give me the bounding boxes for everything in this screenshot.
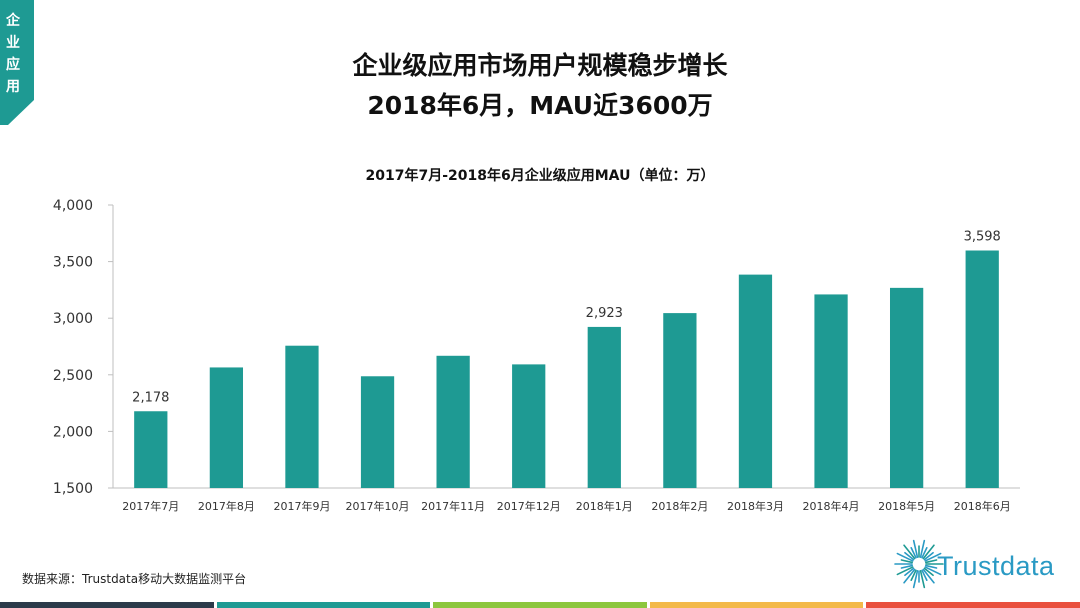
side-tab-char: 用 <box>6 79 20 95</box>
x-tick-label: 2017年12月 <box>497 499 561 513</box>
starburst-ray <box>924 552 942 562</box>
y-tick-label: 4,000 <box>53 198 93 214</box>
starburst-ray <box>924 566 942 576</box>
bar <box>209 367 244 488</box>
x-tick-label: 2018年4月 <box>803 499 860 513</box>
bar <box>663 313 697 488</box>
starburst-ray <box>910 546 917 559</box>
data-source-note: 数据来源：Trustdata移动大数据监测平台 <box>22 572 247 586</box>
side-tab-char: 企 <box>6 13 20 29</box>
trustdata-logo: Trustdata <box>893 537 1073 595</box>
starburst-ray <box>896 566 914 576</box>
starburst-ray <box>921 569 928 582</box>
bar <box>814 294 848 488</box>
bar <box>436 355 470 488</box>
starburst-ray <box>922 544 935 560</box>
bar-chart: 1,500 2,000 2,500 3,000 3,500 4,000 2017年7月 201… <box>53 198 1020 513</box>
x-tick-label: 2018年3月 <box>727 499 784 513</box>
bar <box>285 345 319 488</box>
data-label: 2,923 <box>586 306 623 321</box>
bar <box>587 326 621 488</box>
bar <box>889 287 924 488</box>
starburst-ray <box>925 564 938 569</box>
starburst-ray <box>896 552 914 562</box>
x-tick-label: 2018年5月 <box>878 499 935 513</box>
starburst-ray <box>900 564 913 569</box>
starburst-ray <box>904 567 915 577</box>
x-tick-label: 2017年7月 <box>122 499 179 513</box>
bar <box>738 274 773 488</box>
footer-color-bar <box>0 602 1080 608</box>
page-title: 企业级应用市场用户规模稳步增长 <box>352 51 728 80</box>
starburst-ray <box>922 568 935 584</box>
starburst-ray <box>900 559 913 564</box>
x-tick-label: 2017年10月 <box>346 499 410 513</box>
logo-text: Trustdata <box>937 551 1055 581</box>
y-tick-label: 1,500 <box>53 481 93 497</box>
y-tick-label: 3,000 <box>53 311 93 327</box>
starburst-ray <box>910 569 917 582</box>
chart-title: 2017年7月-2018年6月企业级应用MAU（单位：万） <box>365 168 715 184</box>
side-tab-shape <box>0 0 34 125</box>
starburst-icon <box>894 539 944 589</box>
bar <box>134 411 168 488</box>
data-label: 2,178 <box>132 390 169 405</box>
starburst-ray <box>925 559 938 564</box>
footer-segment <box>0 602 214 608</box>
starburst-ray <box>903 568 916 584</box>
x-tick-label: 2018年6月 <box>954 499 1011 513</box>
side-tab-label: 企 业 应 用 <box>0 10 26 98</box>
footer-segment <box>433 602 647 608</box>
starburst-ray <box>904 551 915 561</box>
starburst-ray <box>921 546 928 559</box>
x-tick-label: 2018年1月 <box>576 499 633 513</box>
x-tick-label: 2017年8月 <box>198 499 255 513</box>
y-tick-label: 2,500 <box>53 368 93 384</box>
footer-segment <box>866 602 1080 608</box>
y-tick-label: 2,000 <box>53 424 93 440</box>
x-tick-label: 2017年9月 <box>273 499 330 513</box>
footer-segment <box>216 602 431 608</box>
y-tick-label: 3,500 <box>53 255 93 271</box>
x-tick-label: 2018年2月 <box>651 499 708 513</box>
bar <box>965 250 999 488</box>
data-label: 3,598 <box>964 230 1001 245</box>
footer-segment <box>649 602 864 608</box>
starburst-ray <box>923 551 934 561</box>
page-subtitle: 2018年6月，MAU近3600万 <box>367 91 713 120</box>
side-tab-char: 业 <box>6 35 20 51</box>
starburst-ray <box>919 570 926 589</box>
starburst-ray <box>912 570 919 589</box>
bar <box>512 364 546 488</box>
starburst-ray <box>903 544 916 560</box>
x-tick-label: 2017年11月 <box>421 499 485 513</box>
starburst-ray <box>919 539 926 558</box>
side-tab: 企 业 应 用 <box>0 0 34 125</box>
bar <box>360 376 395 488</box>
starburst-ray <box>923 567 934 577</box>
starburst-ray <box>912 539 919 558</box>
side-tab-char: 应 <box>6 57 20 73</box>
